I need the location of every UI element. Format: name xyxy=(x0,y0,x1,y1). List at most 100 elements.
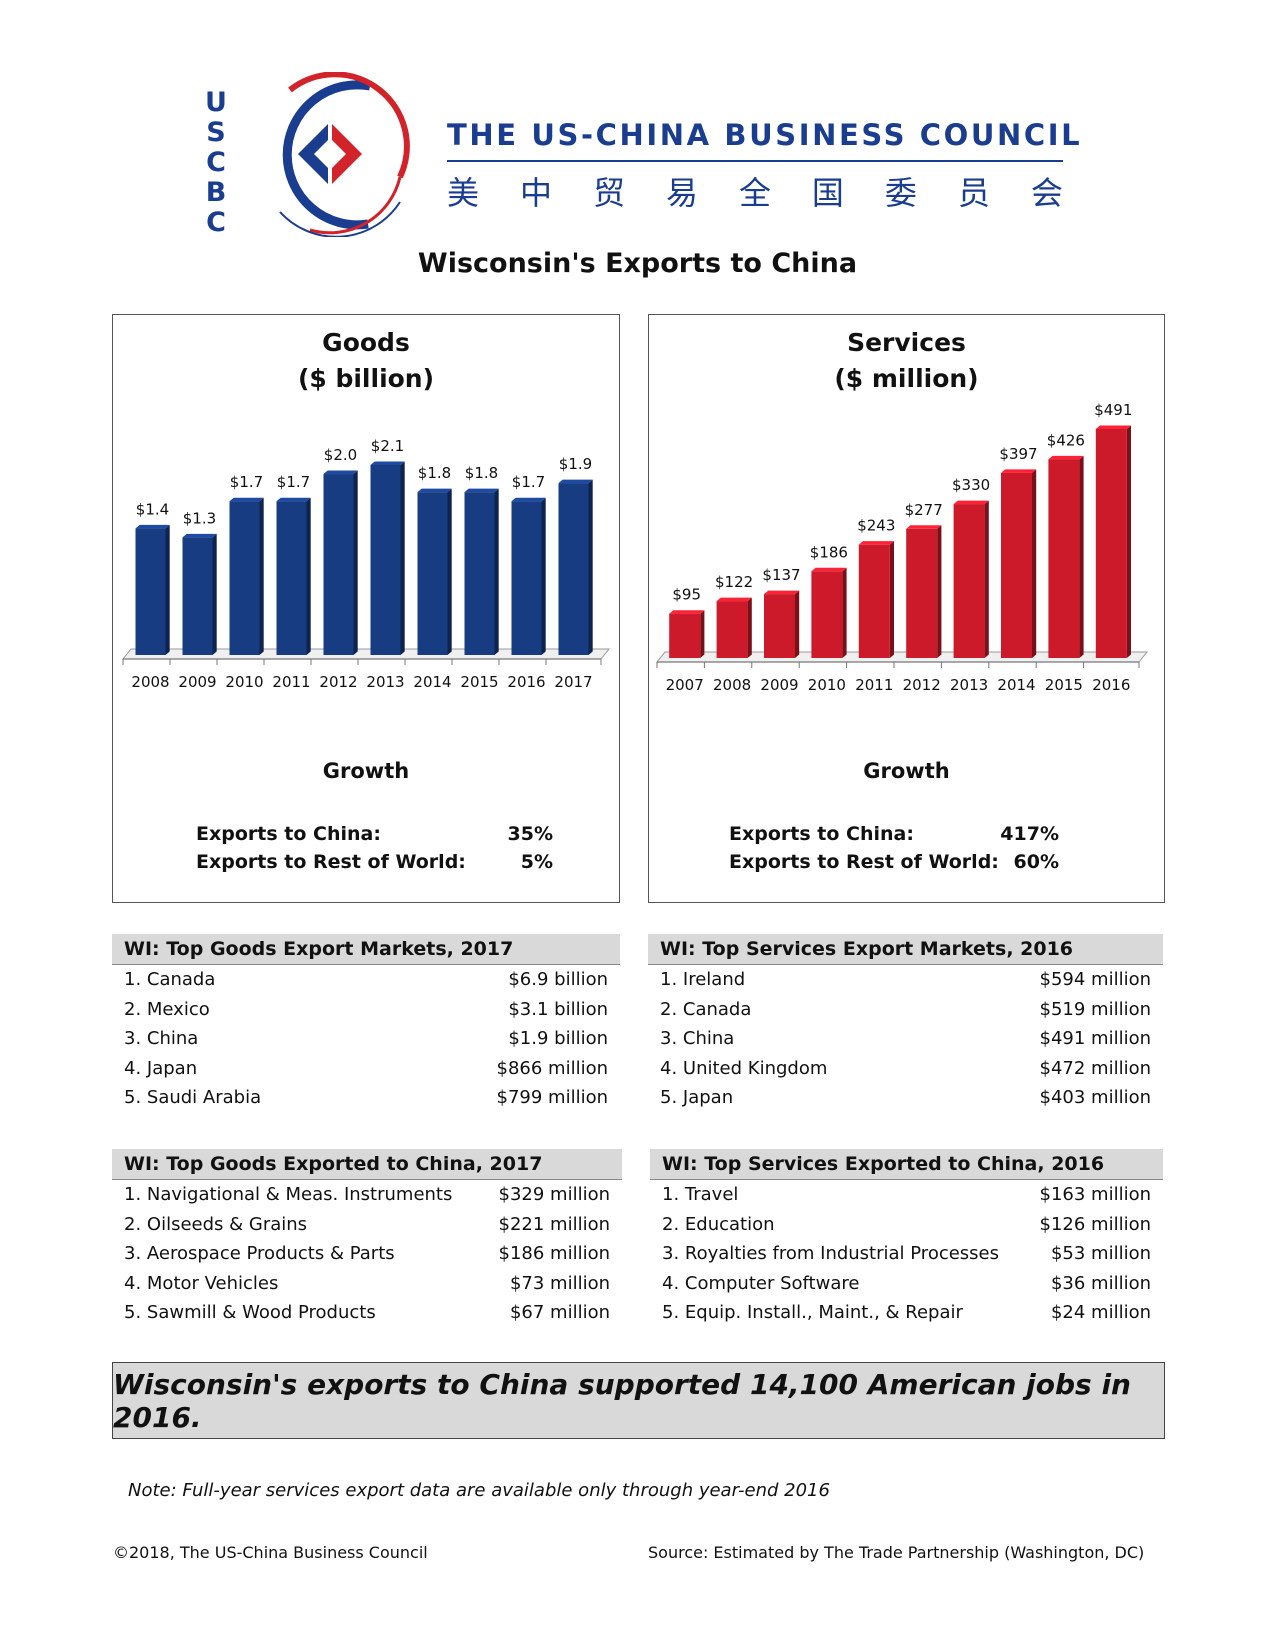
row-value: $472 million xyxy=(1039,1057,1152,1079)
bar-top xyxy=(858,541,894,545)
bar-value-label: $95 xyxy=(672,586,701,604)
table-header: WI: Top Goods Exported to China, 2017 xyxy=(112,1149,622,1180)
x-tick-label: 2010 xyxy=(808,676,846,694)
bar-top xyxy=(906,525,942,529)
bar xyxy=(464,488,499,655)
x-tick-label: 2011 xyxy=(272,673,310,691)
row-name: 4. Motor Vehicles xyxy=(124,1272,279,1294)
bar-front xyxy=(135,528,166,655)
bar-side xyxy=(747,597,752,658)
services-chart-title: Services xyxy=(847,328,966,357)
bar-value-label: $1.7 xyxy=(277,473,310,491)
bar-front xyxy=(370,465,401,655)
bar xyxy=(953,500,989,658)
bar-front xyxy=(764,594,795,658)
org-name-chinese: 美 中 贸 易 全 国 委 员 会 xyxy=(447,168,1063,214)
bar-top xyxy=(811,567,847,572)
bar-front xyxy=(464,492,495,655)
services-growth-china-value: 417% xyxy=(1000,823,1059,845)
table-row: 4. Computer Software $36 million xyxy=(650,1269,1163,1299)
x-tick-label: 2016 xyxy=(1092,676,1130,694)
cn-char: 中 xyxy=(519,174,552,212)
row-value: $519 million xyxy=(1039,998,1152,1020)
logo-letter: U xyxy=(205,87,227,118)
x-tick-label: 2013 xyxy=(366,673,404,691)
bar-front xyxy=(953,504,985,658)
bar-top xyxy=(182,533,217,538)
table-row: 3. Royalties from Industrial Processes $5… xyxy=(650,1239,1163,1269)
x-tick-label: 2013 xyxy=(950,676,988,694)
row-name: 5. Equip. Install., Maint., & Repair xyxy=(662,1302,963,1323)
bar-value-label: $137 xyxy=(762,566,800,584)
table-row: 3. China $1.9 billion xyxy=(112,1024,620,1054)
table-row: 1. Navigational & Meas. Instruments $329 … xyxy=(112,1180,622,1210)
copyright: ©2018, The US-China Business Council xyxy=(113,1543,428,1562)
table-header: WI: Top Services Export Markets, 2016 xyxy=(648,934,1163,965)
services-growth-china-label: Exports to China: xyxy=(729,823,914,845)
bar-side xyxy=(494,488,499,655)
x-tick-label: 2009 xyxy=(178,673,216,691)
bar xyxy=(1048,455,1084,658)
bar-side xyxy=(212,533,217,655)
bar xyxy=(1001,469,1037,658)
bar-top xyxy=(511,497,546,502)
bar-side xyxy=(1079,455,1084,658)
bar-value-label: $1.7 xyxy=(512,473,545,491)
x-tick-label: 2012 xyxy=(903,676,941,694)
row-name: 4. Computer Software xyxy=(662,1272,860,1294)
table-row: 4. United Kingdom $472 million xyxy=(648,1054,1163,1084)
row-value: $73 million xyxy=(509,1272,610,1294)
table-row: 2. Mexico $3.1 billion xyxy=(112,995,620,1025)
bar xyxy=(370,461,405,655)
goods-panel: Goods ($ billion) $1.4 2008 $1.3 2009 $1.7 20… xyxy=(112,314,620,903)
bar-front xyxy=(716,601,748,658)
services-exported-table: WI: Top Services Exported to China, 2016… xyxy=(650,1149,1163,1328)
bar-top xyxy=(417,488,452,493)
bar-side xyxy=(400,461,405,655)
row-value: $221 million xyxy=(498,1213,611,1235)
bar-top xyxy=(1001,469,1037,473)
x-tick-label: 2011 xyxy=(855,676,893,694)
bar xyxy=(1095,425,1131,658)
x-tick-label: 2008 xyxy=(713,676,751,694)
row-value: $491 million xyxy=(1039,1028,1152,1049)
row-value: $163 million xyxy=(1039,1184,1152,1205)
x-tick-label: 2008 xyxy=(131,673,169,691)
logo-letter: C xyxy=(206,147,226,178)
row-name: 2. Mexico xyxy=(124,998,210,1020)
bar-front xyxy=(1048,459,1080,658)
row-value: $6.9 billion xyxy=(508,969,608,990)
row-value: $799 million xyxy=(496,1087,609,1108)
row-value: $866 million xyxy=(496,1057,609,1079)
row-name: 3. China xyxy=(124,1028,199,1049)
bar xyxy=(716,597,752,658)
table-row: 2. Oilseeds & Grains $221 million xyxy=(112,1210,622,1240)
row-name: 4. United Kingdom xyxy=(660,1057,828,1079)
bar-value-label: $397 xyxy=(999,445,1037,463)
row-value: $36 million xyxy=(1050,1272,1151,1294)
row-value: $1.9 billion xyxy=(508,1028,608,1049)
table-row: 4. Motor Vehicles $73 million xyxy=(112,1269,622,1299)
bar-front xyxy=(511,501,542,655)
cn-char: 易 xyxy=(665,174,698,212)
row-value: $24 million xyxy=(1050,1302,1151,1323)
bar-side xyxy=(306,497,311,655)
bar xyxy=(135,524,170,655)
goods-growth-world-value: 5% xyxy=(520,851,553,873)
x-tick-label: 2010 xyxy=(225,673,263,691)
services-chart-subtitle: ($ million) xyxy=(834,364,979,393)
x-tick-label: 2015 xyxy=(1045,676,1083,694)
table-row: 5. Japan $403 million xyxy=(648,1083,1163,1113)
bar-front xyxy=(417,492,448,655)
cn-char: 员 xyxy=(957,174,990,212)
services-growth-world-label: Exports to Rest of World: xyxy=(729,851,999,873)
cn-char: 美 xyxy=(447,174,480,212)
row-value: $594 million xyxy=(1039,969,1152,990)
x-tick-label: 2015 xyxy=(460,673,498,691)
bar-top xyxy=(464,488,499,493)
bar-value-label: $277 xyxy=(905,501,943,519)
cn-char: 贸 xyxy=(592,174,625,212)
goods-markets-table: WI: Top Goods Export Markets, 2017 1. Ca… xyxy=(112,934,620,1113)
services-panel: Services ($ million) $95 2007 $122 2008 $137… xyxy=(648,314,1165,903)
bar-value-label: $1.9 xyxy=(559,455,592,473)
